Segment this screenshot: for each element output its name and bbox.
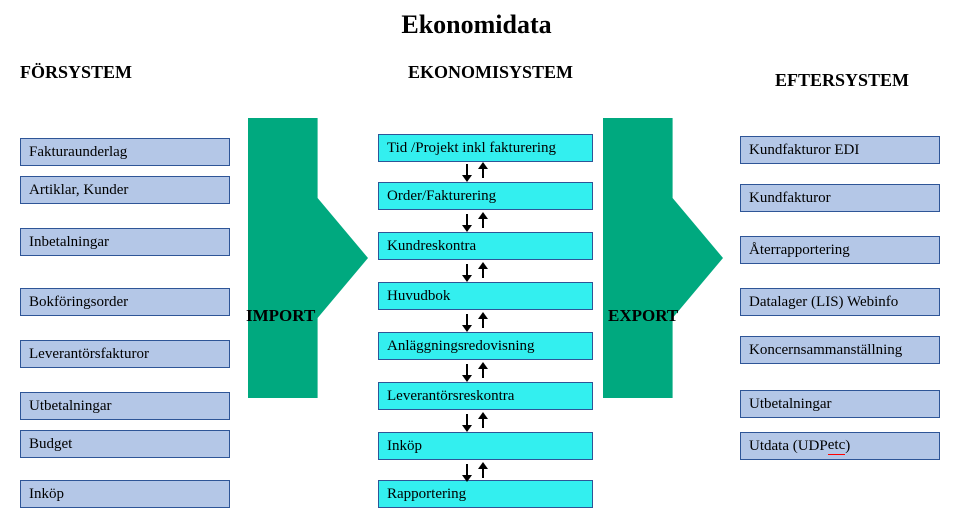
center-box: Order/Fakturering xyxy=(378,182,593,210)
center-box: Anläggningsredovisning xyxy=(378,332,593,360)
left-box: Bokföringsorder xyxy=(20,288,230,316)
center-box: Tid /Projekt inkl fakturering xyxy=(378,134,593,162)
bidir-arrow-up xyxy=(478,312,488,332)
left-box: Leverantörsfakturor xyxy=(20,340,230,368)
center-box: Huvudbok xyxy=(378,282,593,310)
bidir-arrow-up xyxy=(478,462,488,482)
left-box: Fakturaunderlag xyxy=(20,138,230,166)
bidir-arrow-down xyxy=(462,412,472,432)
right-box: Kundfakturor EDI xyxy=(740,136,940,164)
right-box: Återrapportering xyxy=(740,236,940,264)
right-box: Datalager (LIS) Webinfo xyxy=(740,288,940,316)
bidir-arrow-down xyxy=(462,362,472,382)
right-box: Utdata (UDP etc) xyxy=(740,432,940,460)
left-box: Utbetalningar xyxy=(20,392,230,420)
left-box: Budget xyxy=(20,430,230,458)
bidir-arrow-down xyxy=(462,462,472,482)
left-box: Artiklar, Kunder xyxy=(20,176,230,204)
bidir-arrow-down xyxy=(462,262,472,282)
center-box: Rapportering xyxy=(378,480,593,508)
bidir-arrow-up xyxy=(478,362,488,382)
bidir-arrow-down xyxy=(462,162,472,182)
right-box: Koncernsammanställning xyxy=(740,336,940,364)
center-box: Leverantörsreskontra xyxy=(378,382,593,410)
left-box: Inköp xyxy=(20,480,230,508)
bidir-arrow-up xyxy=(478,212,488,232)
bidir-arrow-up xyxy=(478,162,488,182)
bidir-arrow-down xyxy=(462,312,472,332)
right-box: Kundfakturor xyxy=(740,184,940,212)
left-box: Inbetalningar xyxy=(20,228,230,256)
import-arrow-label: IMPORT xyxy=(246,306,315,326)
right-box: Utbetalningar xyxy=(740,390,940,418)
bidir-arrow-up xyxy=(478,262,488,282)
center-box: Inköp xyxy=(378,432,593,460)
bidir-arrow-down xyxy=(462,212,472,232)
center-box: Kundreskontra xyxy=(378,232,593,260)
export-arrow-label: EXPORT xyxy=(608,306,678,326)
bidir-arrow-up xyxy=(478,412,488,432)
